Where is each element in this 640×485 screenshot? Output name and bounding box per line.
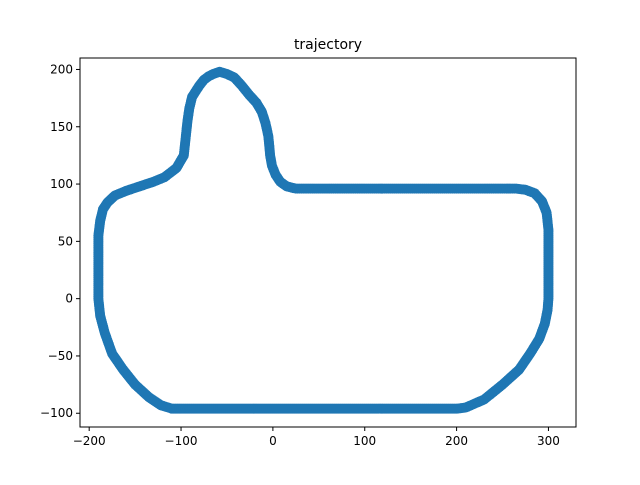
x-tick-label: −100 xyxy=(165,434,198,448)
y-tick-label: −100 xyxy=(40,406,73,420)
y-axis: −100 −50 0 50 100 150 200 xyxy=(40,62,80,420)
x-tick-label: 100 xyxy=(353,434,376,448)
data-point xyxy=(93,295,104,306)
x-axis: −200 −100 0 100 200 300 xyxy=(73,427,560,448)
plot-frame xyxy=(79,57,577,428)
chart-title: trajectory xyxy=(294,37,362,53)
y-tick-label: 0 xyxy=(65,292,73,306)
y-tick-label: 150 xyxy=(50,120,73,134)
y-tick-label: 50 xyxy=(58,234,73,248)
x-tick-label: −200 xyxy=(73,434,106,448)
x-tick-label: 200 xyxy=(445,434,468,448)
y-tick-label: 200 xyxy=(50,62,73,76)
y-tick-label: 100 xyxy=(50,177,73,191)
x-tick-label: 300 xyxy=(537,434,560,448)
x-tick-label: 0 xyxy=(269,434,277,448)
y-tick-label: −50 xyxy=(48,349,73,363)
data-layer xyxy=(93,66,554,414)
